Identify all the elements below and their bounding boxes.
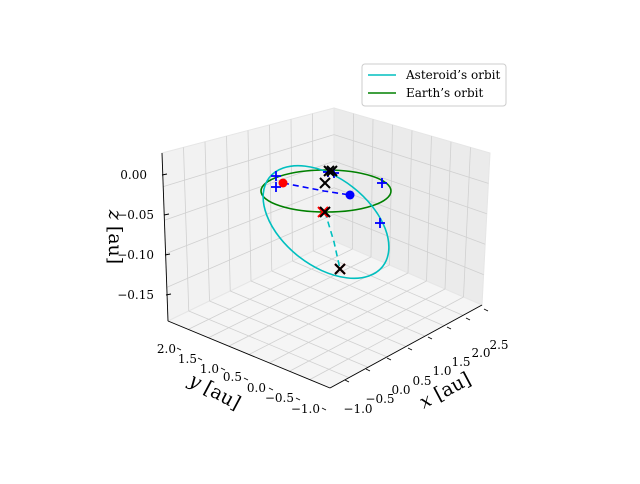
red-point-marker [278, 178, 288, 188]
x-tick [344, 379, 350, 383]
y-tick-label: 1.5 [178, 352, 197, 366]
gridline [269, 124, 273, 272]
legend: Asteroid’s orbit Earth’s orbit [361, 63, 507, 107]
z-tick [164, 253, 171, 256]
y-tick [321, 407, 327, 411]
z-axis-label: z [au] [104, 209, 126, 264]
z-tick-label: −0.15 [117, 288, 154, 302]
z-tick [165, 293, 172, 296]
gridline [226, 136, 231, 292]
black-x-marker [319, 206, 331, 218]
tick-labels: 0.00 −0.05 −0.10 −0.15 2.0 1.5 1.0 0.5 0… [117, 168, 508, 416]
x-tick [386, 357, 392, 361]
y-tick [268, 387, 274, 391]
gridline [444, 141, 452, 290]
gridline [290, 119, 293, 262]
x-tick-label: 2.0 [471, 346, 490, 360]
blue-plus-marker [377, 178, 387, 188]
gridline [463, 147, 471, 298]
black-x-marker [334, 263, 346, 275]
z-tick-label: 0.00 [120, 168, 147, 182]
gridline [204, 141, 210, 302]
x-axis-line [329, 304, 483, 389]
x-tick [407, 347, 413, 351]
gridline [183, 147, 190, 312]
x-tick [446, 326, 452, 330]
blue-dashed-connector [282, 182, 351, 196]
blue-point-marker [345, 190, 355, 200]
gridlines [163, 113, 489, 380]
gridline [271, 270, 426, 337]
y-tick-label: −1.0 [291, 402, 320, 416]
y-tick-label: −0.5 [265, 391, 294, 405]
gridline [407, 130, 413, 274]
cyan-dashed-connector [324, 211, 341, 270]
y-tick [295, 397, 301, 401]
gridline [312, 113, 314, 252]
gridline [370, 119, 374, 258]
y-tick-label: 2.0 [157, 342, 176, 356]
x-tick [465, 317, 471, 321]
gridline [292, 260, 445, 327]
x-tick [483, 308, 489, 312]
legend-asteroid-label: Asteroid’s orbit [405, 68, 500, 82]
x-tick-label: −0.5 [365, 392, 394, 406]
y-tick [243, 377, 249, 381]
y-tick-label: 1.0 [200, 362, 219, 376]
gridline [352, 113, 354, 250]
gridline [426, 136, 432, 282]
z-tick-label: −0.10 [117, 248, 154, 262]
gridline [247, 130, 252, 282]
blue-plus-marker [271, 171, 281, 181]
x-tick [365, 368, 371, 372]
gridline [188, 310, 350, 378]
legend-box [361, 63, 507, 107]
gridline [230, 290, 388, 358]
x-tick-label: 1.0 [432, 364, 451, 378]
x-tick [427, 336, 433, 340]
blue-plus-marker [375, 218, 385, 228]
z-tick [163, 213, 170, 216]
markers [271, 165, 387, 275]
z-tick-label: −0.05 [117, 208, 154, 222]
gridline [209, 300, 369, 368]
asteroid-orbit [262, 164, 390, 280]
black-x-marker [326, 165, 338, 177]
y-tick [176, 347, 182, 351]
x-tick-label: 0.0 [391, 383, 410, 397]
x-tick-label: −1.0 [343, 402, 372, 416]
y-axis-line [167, 320, 331, 389]
black-x-marker [323, 165, 335, 177]
y-tick [220, 367, 226, 371]
z-axis-line [161, 152, 169, 322]
axis-lines [161, 152, 489, 411]
red-x-marker [317, 206, 329, 218]
x-tick-label: 2.5 [489, 338, 508, 352]
gridline [389, 124, 393, 266]
gridline [250, 280, 407, 347]
x-tick-label: 0.5 [412, 374, 431, 388]
blue-plus-marker [271, 182, 281, 192]
y-tick-label: 0.0 [247, 381, 266, 395]
y-tick-label: 0.5 [223, 370, 242, 384]
legend-earth-label: Earth’s orbit [406, 86, 483, 100]
y-tick [197, 357, 203, 361]
x-tick-label: 1.5 [451, 355, 470, 369]
z-tick [161, 173, 168, 176]
black-x-marker [319, 177, 331, 189]
